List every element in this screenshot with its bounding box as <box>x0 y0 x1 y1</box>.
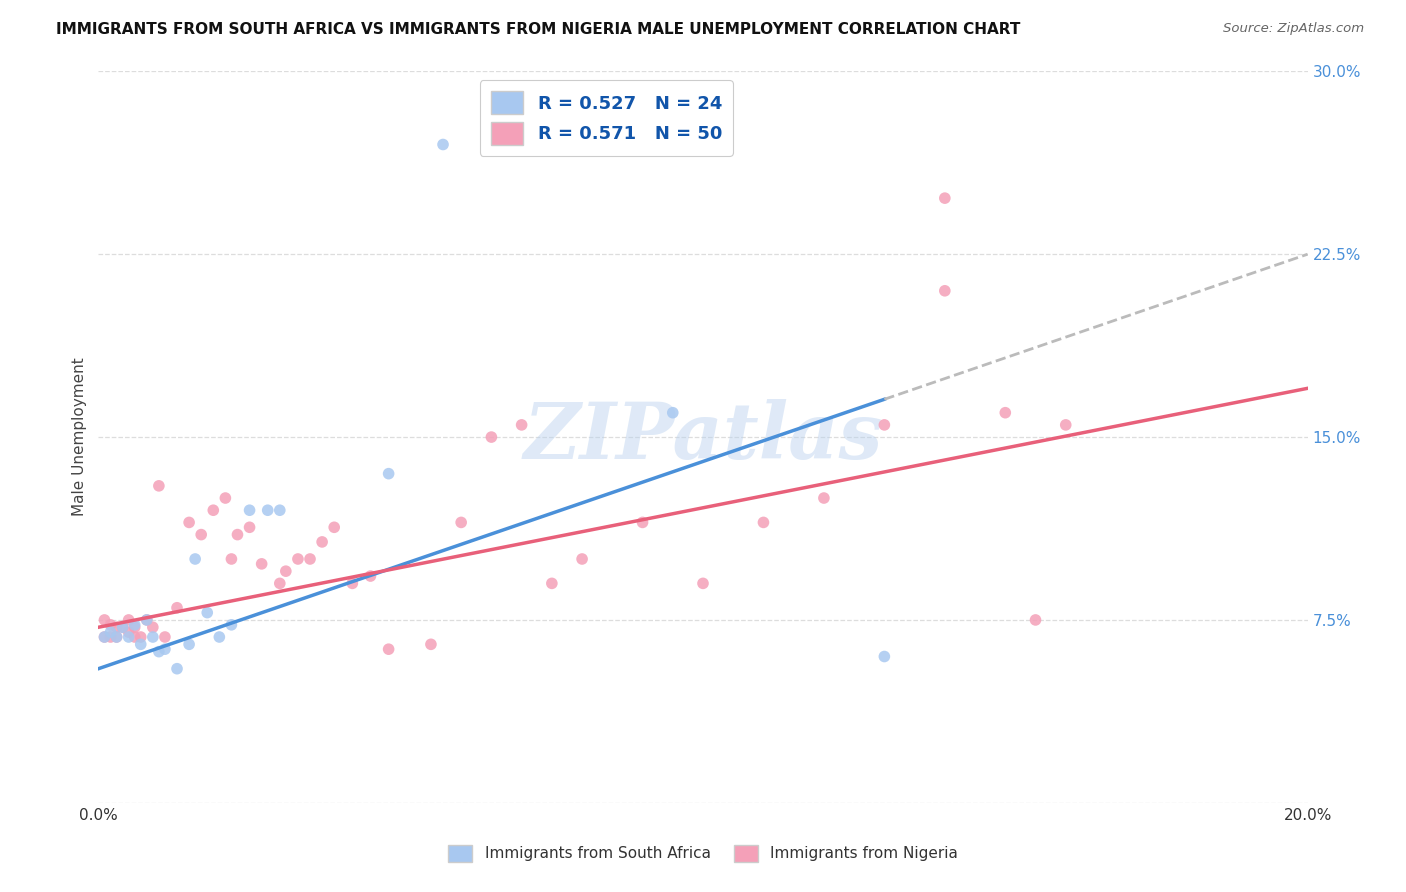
Point <box>377 467 399 481</box>
Point <box>752 516 775 530</box>
Point <box>135 613 157 627</box>
Point <box>124 630 146 644</box>
Point <box>202 503 225 517</box>
Point <box>269 503 291 517</box>
Point <box>1054 417 1077 432</box>
Point <box>360 569 382 583</box>
Point <box>631 516 654 530</box>
Point <box>299 552 322 566</box>
Point <box>323 520 346 534</box>
Point <box>226 527 249 541</box>
Point <box>111 620 134 634</box>
Point <box>269 576 291 591</box>
Point <box>118 613 141 627</box>
Point <box>179 637 201 651</box>
Point <box>450 516 472 530</box>
Point <box>420 637 443 651</box>
Point <box>510 417 533 432</box>
Point <box>124 620 146 634</box>
Point <box>1024 613 1046 627</box>
Point <box>571 552 593 566</box>
Point <box>813 491 835 505</box>
Point <box>166 662 188 676</box>
Point <box>142 620 165 634</box>
Point <box>135 613 157 627</box>
Point <box>934 191 956 205</box>
Point <box>994 406 1017 420</box>
Point <box>311 535 333 549</box>
Point <box>692 576 714 591</box>
Point <box>190 527 212 541</box>
Point <box>239 503 262 517</box>
Point <box>142 630 165 644</box>
Point <box>105 620 128 634</box>
Text: ZIPatlas: ZIPatlas <box>523 399 883 475</box>
Point <box>214 491 236 505</box>
Point <box>100 617 122 632</box>
Point <box>873 649 896 664</box>
Point <box>153 630 176 644</box>
Point <box>184 552 207 566</box>
Point <box>873 417 896 432</box>
Point <box>221 617 243 632</box>
Point <box>100 630 122 644</box>
Point <box>934 284 956 298</box>
Point <box>195 606 218 620</box>
Point <box>256 503 278 517</box>
Legend: Immigrants from South Africa, Immigrants from Nigeria: Immigrants from South Africa, Immigrants… <box>441 838 965 868</box>
Point <box>221 552 243 566</box>
Point <box>250 557 273 571</box>
Point <box>432 137 454 152</box>
Point <box>208 630 231 644</box>
Point <box>148 645 170 659</box>
Point <box>166 600 188 615</box>
Text: Source: ZipAtlas.com: Source: ZipAtlas.com <box>1223 22 1364 36</box>
Y-axis label: Male Unemployment: Male Unemployment <box>72 358 87 516</box>
Point <box>287 552 309 566</box>
Point <box>148 479 170 493</box>
Point <box>118 630 141 644</box>
Point <box>274 564 297 578</box>
Point <box>377 642 399 657</box>
Point <box>124 617 146 632</box>
Point <box>540 576 562 591</box>
Point <box>105 630 128 644</box>
Point <box>93 630 115 644</box>
Point <box>111 620 134 634</box>
Point <box>129 637 152 651</box>
Point <box>661 406 683 420</box>
Point <box>100 625 122 640</box>
Point <box>105 630 128 644</box>
Point <box>481 430 503 444</box>
Point <box>93 613 115 627</box>
Point <box>93 630 115 644</box>
Point <box>239 520 262 534</box>
Point <box>179 516 201 530</box>
Point <box>118 625 141 640</box>
Point <box>129 630 152 644</box>
Point <box>153 642 176 657</box>
Text: IMMIGRANTS FROM SOUTH AFRICA VS IMMIGRANTS FROM NIGERIA MALE UNEMPLOYMENT CORREL: IMMIGRANTS FROM SOUTH AFRICA VS IMMIGRAN… <box>56 22 1021 37</box>
Point <box>342 576 364 591</box>
